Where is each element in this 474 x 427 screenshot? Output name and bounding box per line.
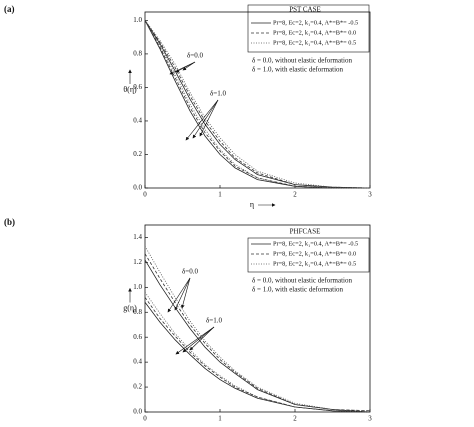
arrow-label: δ=1.0 (206, 317, 222, 325)
data-line (144, 246, 371, 412)
data-line (144, 297, 371, 413)
annotation-arrow (175, 61, 196, 73)
annotation: δ = 1.0, with elastic deformation (252, 286, 344, 294)
x-tick-label: 0 (143, 191, 147, 199)
x-tick-label: 3 (368, 415, 372, 423)
data-line (144, 20, 371, 189)
panel: (a) 0.0 0.2 0.4 0.6 0.8 1.0 0 1 2 3 η θ(η) PST CASE Pr… (4, 4, 372, 209)
annotation-arrow (189, 326, 215, 351)
y-tick-label: 1.0 (133, 16, 142, 24)
y-tick-label: 1.4 (133, 233, 142, 241)
y-tick-label: 0.2 (133, 150, 142, 158)
annotation: δ = 1.0, with elastic deformation (252, 66, 344, 74)
data-line (144, 302, 371, 413)
annotation: δ = 0.0, without elastic deformation (252, 277, 352, 285)
annotation-arrow (181, 277, 191, 309)
y-tick-label: 0.4 (133, 358, 142, 366)
data-line (144, 20, 371, 189)
arrow-label: δ=1.0 (210, 90, 226, 98)
panel-label: (a) (4, 4, 15, 14)
y-tick-label: 0.2 (133, 383, 142, 391)
x-axis-label: η (250, 424, 254, 427)
legend-label: Pr=8, Ec=2, k₁=0.4, A*=B*= 0.0 (273, 29, 356, 36)
annotation: δ = 0.0, without elastic deformation (252, 57, 352, 65)
arrow-label: δ=0.0 (187, 52, 203, 60)
annotation-arrow (182, 61, 196, 71)
y-axis-label: θ(η) (123, 85, 137, 94)
x-tick-label: 0 (143, 415, 147, 423)
annotation-arrow (182, 326, 215, 353)
annotation-arrow (199, 99, 219, 137)
y-axis-label: g(η) (123, 303, 137, 312)
y-tick-label: 0.0 (133, 408, 142, 416)
legend-label: Pr=8, Ec=2, k₁=0.4, A*=B*= -0.5 (273, 240, 358, 247)
legend-title: PST CASE (289, 6, 321, 14)
y-tick-label: 1.2 (133, 258, 142, 266)
y-tick-label: 0.6 (133, 83, 142, 91)
annotation-arrow (192, 99, 219, 139)
legend-label: Pr=8, Ec=2, k₁=0.4, A*=B*= 0.5 (273, 39, 356, 46)
data-line (144, 292, 371, 413)
arrow-label: δ=0.0 (182, 268, 198, 276)
x-tick-label: 3 (368, 191, 372, 199)
x-tick-label: 2 (293, 191, 297, 199)
annotation-arrow (167, 277, 191, 313)
legend-box (247, 4, 370, 53)
y-tick-label: 0.4 (133, 117, 142, 125)
y-tick-label: 0.8 (133, 50, 142, 58)
annotation-arrow (175, 326, 215, 355)
y-tick-label: 0.8 (133, 308, 142, 316)
y-tick-label: 0.0 (133, 184, 142, 192)
legend-box (247, 237, 370, 273)
plot-frame (144, 224, 371, 413)
data-line (144, 20, 370, 189)
x-tick-label: 2 (293, 415, 297, 423)
panel: (b) 0.0 0.2 0.4 0.6 0.8 1.0 1.2 1.4 0 1 2 3 η g(η) PHFC… (4, 217, 372, 427)
legend-label: Pr=8, Ec=2, k₁=0.4, A*=B*= 0.5 (273, 260, 356, 267)
legend-label: Pr=8, Ec=2, k₁=0.4, A*=B*= -0.5 (273, 19, 358, 26)
x-tick-label: 1 (218, 191, 222, 199)
data-line (144, 20, 370, 189)
y-tick-label: 1.0 (133, 283, 142, 291)
y-tick-label: 0.6 (133, 333, 142, 341)
plot-frame (144, 11, 371, 189)
legend-title: PHFCASE (290, 228, 321, 236)
legend-label: Pr=8, Ec=2, k₁=0.4, A*=B*= 0.0 (273, 250, 356, 257)
annotation-arrow (185, 99, 219, 141)
data-line (144, 253, 371, 412)
x-axis-label: η (250, 200, 254, 209)
annotation-arrow (174, 277, 191, 311)
panel-label: (b) (4, 217, 15, 227)
x-tick-label: 1 (218, 415, 222, 423)
